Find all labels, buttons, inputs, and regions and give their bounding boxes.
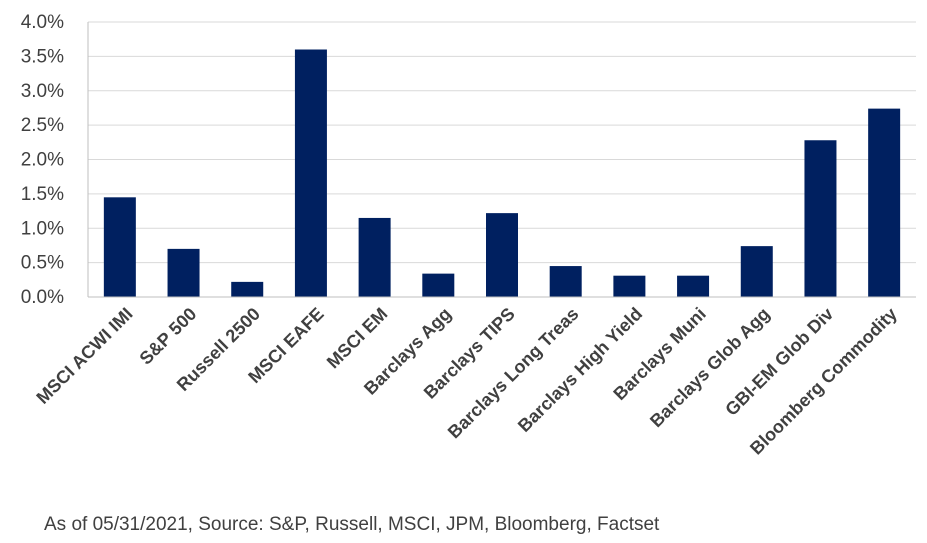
gridlines bbox=[88, 21, 916, 264]
x-category-label: MSCI EM bbox=[323, 304, 392, 373]
y-tick-label: 1.5% bbox=[21, 184, 64, 205]
x-category-label: S&P 500 bbox=[136, 304, 201, 369]
source-footnote: As of 05/31/2021, Source: S&P, Russell, … bbox=[44, 514, 660, 535]
bar bbox=[677, 275, 710, 297]
bar bbox=[804, 140, 837, 297]
x-category-label: Barclays High Yield bbox=[514, 304, 646, 436]
y-tick-label: 2.0% bbox=[21, 150, 64, 171]
y-tick-label: 3.5% bbox=[21, 46, 64, 67]
y-tick-label: 0.0% bbox=[21, 287, 64, 308]
bar bbox=[422, 273, 455, 297]
bar bbox=[358, 217, 391, 297]
bar bbox=[549, 266, 582, 297]
bars bbox=[103, 49, 901, 297]
bar bbox=[103, 197, 136, 297]
x-category-label: Barclays Glob Agg bbox=[646, 304, 774, 432]
bar bbox=[294, 49, 327, 297]
bar bbox=[486, 213, 518, 297]
x-category-label: MSCI ACWI IMI bbox=[32, 304, 136, 408]
y-tick-label: 2.5% bbox=[21, 115, 64, 136]
bar bbox=[167, 248, 200, 297]
y-tick-label: 1.0% bbox=[21, 218, 64, 239]
x-category-label: GBI-EM Glob Div bbox=[721, 304, 837, 420]
bar bbox=[740, 246, 773, 297]
bar bbox=[613, 275, 646, 297]
y-tick-label: 4.0% bbox=[21, 12, 64, 33]
y-axis-tick-labels: 0.0% 0.5% 1.0% 1.5% 2.0% 2.5% 3.0% 3.5% 4.0% bbox=[21, 12, 64, 308]
bar bbox=[868, 108, 901, 297]
bar bbox=[231, 281, 264, 297]
y-tick-label: 3.0% bbox=[21, 81, 64, 102]
y-tick-label: 0.5% bbox=[21, 253, 64, 274]
